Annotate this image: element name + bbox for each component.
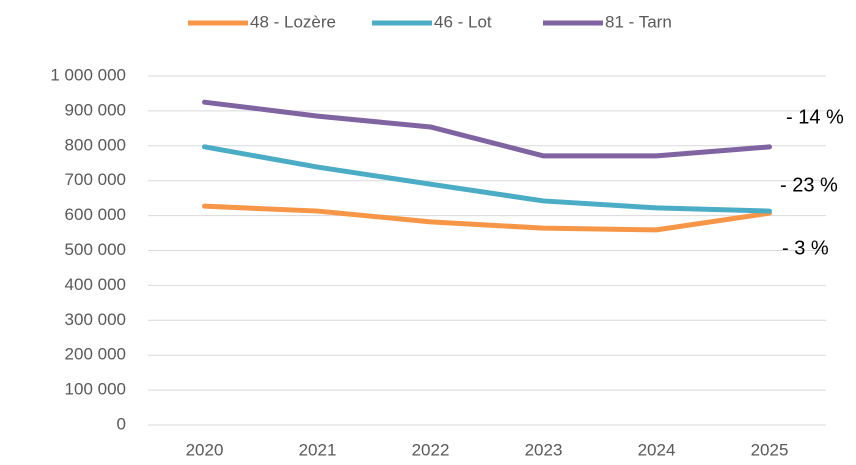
y-tick-label: 600 000 (65, 205, 126, 224)
x-tick-label: 2022 (412, 440, 450, 459)
y-tick-label: 800 000 (65, 135, 126, 154)
y-tick-label: 400 000 (65, 275, 126, 294)
x-tick-label: 2020 (186, 440, 224, 459)
annotation: - 23 % (780, 174, 838, 196)
y-tick-label: 100 000 (65, 380, 126, 399)
series-line (202, 144, 772, 214)
y-tick-label: 1 000 000 (50, 65, 126, 84)
y-tick-label: 900 000 (65, 100, 126, 119)
x-tick-label: 2024 (638, 440, 676, 459)
series-line (202, 203, 772, 233)
series-line (202, 99, 772, 159)
legend-label: 48 - Lozère (250, 12, 336, 31)
y-tick-label: 300 000 (65, 310, 126, 329)
legend-label: 81 - Tarn (605, 12, 672, 31)
y-tick-label: 0 (117, 414, 126, 433)
annotation: - 14 % (786, 106, 844, 128)
x-tick-label: 2021 (299, 440, 337, 459)
y-tick-label: 500 000 (65, 240, 126, 259)
y-tick-label: 200 000 (65, 345, 126, 364)
x-tick-label: 2023 (525, 440, 563, 459)
y-tick-label: 700 000 (65, 170, 126, 189)
annotation: - 3 % (782, 237, 829, 259)
legend-label: 46 - Lot (434, 12, 492, 31)
x-tick-label: 2025 (751, 440, 789, 459)
